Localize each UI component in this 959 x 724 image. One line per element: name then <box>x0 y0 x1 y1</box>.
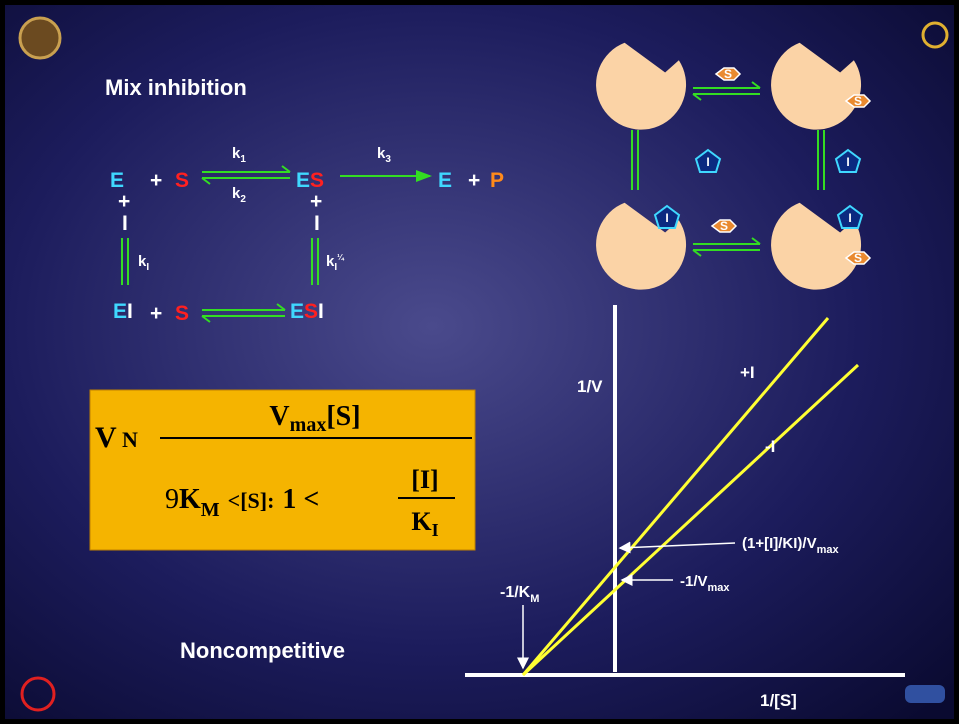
shape: ES <box>296 169 324 192</box>
label: E <box>110 169 124 192</box>
label: M <box>201 499 220 521</box>
label: I <box>334 262 337 273</box>
label: N <box>122 427 138 452</box>
label: I <box>846 155 849 169</box>
label: I <box>314 212 320 235</box>
label: + <box>150 169 162 192</box>
title: Mix inhibition <box>105 75 247 100</box>
label: S <box>724 67 732 81</box>
label: E <box>290 300 304 323</box>
label: (1+[I]/KI)/V <box>742 535 817 552</box>
label: [S] <box>326 401 360 432</box>
label: I <box>848 211 851 225</box>
label: S <box>310 169 324 192</box>
label: -I <box>765 437 775 456</box>
label: S <box>720 219 728 233</box>
label: K <box>179 484 201 515</box>
label: S <box>854 251 862 265</box>
label: + <box>310 190 322 213</box>
label: E <box>438 169 452 192</box>
logo <box>905 685 945 703</box>
label: +I <box>740 363 755 382</box>
label: -1/V <box>680 573 708 590</box>
label: E <box>113 300 127 323</box>
shape: ESI <box>290 300 324 323</box>
label: I <box>665 211 668 225</box>
label: 3 <box>385 154 391 165</box>
label: V <box>95 421 117 454</box>
label: S <box>175 302 189 325</box>
label: I <box>127 300 133 323</box>
label: V <box>269 401 289 432</box>
logo <box>20 18 60 58</box>
label: 1 <box>240 154 246 165</box>
label: S <box>175 169 189 192</box>
label: <[S]: <box>228 488 275 513</box>
label: + <box>118 190 130 213</box>
label: I <box>432 520 439 540</box>
label: S <box>304 300 318 323</box>
label: I <box>318 300 324 323</box>
label: 1 < <box>282 484 319 515</box>
label: 9 <box>165 484 179 515</box>
label: I <box>146 262 149 273</box>
slide: Mix inhibition E + S k1 k2 ES k3 E + P +… <box>0 0 959 724</box>
label: -1/K <box>500 584 531 601</box>
shape: EI <box>113 300 133 323</box>
label: 1/V <box>577 377 603 396</box>
rate-equation: V N Vmax[S] 9KM<[S]:1 < [I] KI <box>90 390 475 550</box>
label: [I] <box>411 465 438 494</box>
label: M <box>530 593 539 605</box>
label: E <box>296 169 310 192</box>
label: S <box>854 94 862 108</box>
footer: Noncompetitive <box>180 638 345 663</box>
label: 1/[S] <box>760 691 797 710</box>
label: I <box>706 155 709 169</box>
label: P <box>490 169 504 192</box>
label: max <box>708 582 731 594</box>
label: I <box>122 212 128 235</box>
label: max <box>817 544 840 556</box>
label: 2 <box>240 194 246 205</box>
label: max <box>290 414 327 436</box>
label: K <box>411 507 432 536</box>
label: + <box>468 169 480 192</box>
label: + <box>150 302 162 325</box>
